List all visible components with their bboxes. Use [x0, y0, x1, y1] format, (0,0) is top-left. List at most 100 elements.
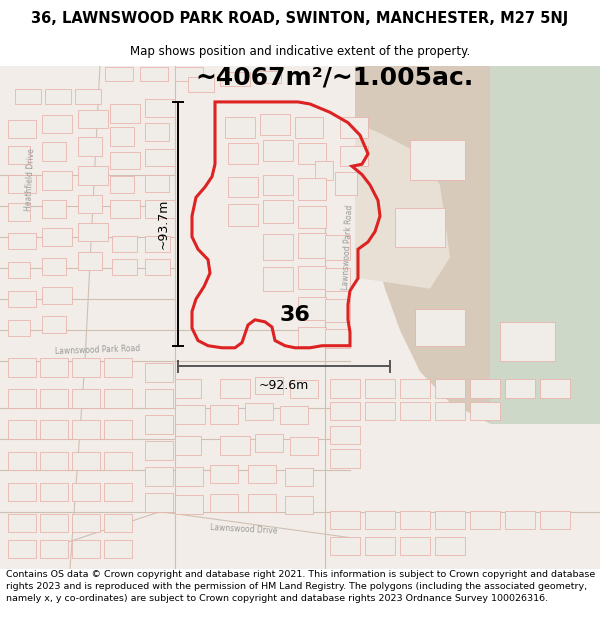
Bar [72, 540, 100, 558]
Bar [45, 89, 71, 104]
Bar [42, 316, 66, 333]
Text: Contains OS data © Crown copyright and database right 2021. This information is : Contains OS data © Crown copyright and d… [6, 571, 595, 603]
Bar [188, 77, 214, 91]
Bar [505, 511, 535, 529]
Bar [175, 67, 203, 81]
Bar [72, 514, 100, 532]
Polygon shape [0, 66, 600, 569]
Bar [104, 514, 132, 532]
Bar [40, 540, 68, 558]
Polygon shape [355, 66, 600, 424]
Bar [260, 114, 290, 135]
Bar [210, 494, 238, 512]
Bar [325, 235, 350, 259]
Bar [8, 389, 36, 408]
Bar [220, 379, 250, 398]
Bar [395, 208, 445, 247]
Bar [145, 174, 169, 192]
Bar [8, 358, 36, 377]
Bar [42, 142, 66, 161]
Bar [435, 537, 465, 555]
Bar [145, 441, 173, 460]
Bar [140, 67, 168, 81]
Bar [298, 327, 326, 346]
Bar [104, 540, 132, 558]
Bar [78, 166, 108, 185]
Bar [365, 402, 395, 421]
Bar [40, 358, 68, 377]
Bar [330, 402, 360, 421]
Bar [263, 141, 293, 161]
Bar [8, 146, 30, 164]
Bar [145, 389, 173, 408]
Bar [540, 379, 570, 398]
Bar [110, 152, 140, 169]
Bar [400, 402, 430, 421]
Bar [220, 436, 250, 454]
Bar [78, 110, 108, 128]
Bar [8, 262, 30, 278]
Bar [435, 511, 465, 529]
Text: Map shows position and indicative extent of the property.: Map shows position and indicative extent… [130, 45, 470, 58]
Bar [325, 329, 350, 348]
Text: ~4067m²/~1.005ac.: ~4067m²/~1.005ac. [195, 66, 473, 89]
Bar [295, 118, 323, 138]
Bar [110, 104, 140, 122]
Bar [72, 451, 100, 470]
Bar [248, 494, 276, 512]
Bar [78, 138, 102, 156]
Bar [104, 421, 132, 439]
Bar [298, 297, 326, 320]
Bar [245, 402, 273, 421]
Bar [72, 389, 100, 408]
Bar [330, 537, 360, 555]
Bar [75, 89, 101, 104]
Bar [78, 223, 108, 241]
Polygon shape [355, 122, 450, 289]
Bar [210, 465, 238, 482]
Bar [145, 201, 175, 218]
Bar [298, 177, 326, 201]
Bar [325, 268, 350, 291]
Bar [110, 176, 134, 193]
Bar [340, 146, 368, 166]
Bar [365, 379, 395, 398]
Bar [228, 143, 258, 164]
Bar [220, 72, 250, 86]
Bar [415, 309, 465, 346]
Text: 36: 36 [280, 304, 310, 324]
Bar [8, 291, 36, 308]
Polygon shape [490, 66, 600, 424]
Bar [400, 379, 430, 398]
Bar [105, 67, 133, 81]
Bar [330, 511, 360, 529]
Bar [540, 511, 570, 529]
Bar [365, 537, 395, 555]
Bar [255, 71, 281, 83]
Bar [410, 141, 465, 180]
Bar [263, 174, 293, 195]
Bar [78, 253, 102, 270]
Text: ~92.6m: ~92.6m [259, 379, 309, 392]
Bar [228, 177, 258, 198]
Bar [145, 467, 173, 486]
Bar [8, 320, 30, 336]
Bar [340, 118, 368, 138]
Bar [8, 421, 36, 439]
Bar [104, 358, 132, 377]
Bar [8, 482, 36, 501]
Bar [104, 451, 132, 470]
Bar [42, 116, 72, 133]
Bar [175, 436, 201, 454]
Bar [145, 149, 175, 166]
Bar [315, 161, 333, 180]
Bar [42, 258, 66, 275]
Bar [42, 229, 72, 246]
Bar [145, 363, 173, 382]
Bar [40, 514, 68, 532]
Bar [8, 451, 36, 470]
Bar [175, 467, 203, 486]
Bar [470, 402, 500, 421]
Bar [40, 389, 68, 408]
Bar [8, 174, 36, 193]
